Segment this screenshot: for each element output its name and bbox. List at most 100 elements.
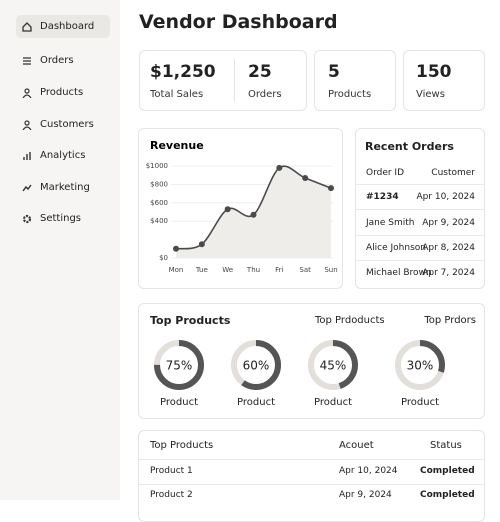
donut-label: 75% [166, 359, 193, 373]
nav-label: Orders [40, 55, 74, 66]
cell: Apr 7, 2024 [422, 268, 475, 278]
point [250, 211, 257, 218]
cell: #1234 [366, 192, 399, 202]
product-label: Product [314, 397, 352, 408]
donut-arc [308, 340, 358, 390]
area [176, 166, 331, 258]
stat-card: $1,250 Total Sales 25 Orders [139, 50, 307, 111]
x-tick-label: Fri [275, 266, 283, 274]
card-title: Top Products [150, 314, 231, 327]
donut-label: 60% [243, 359, 270, 373]
x-tick-label: Thu [246, 266, 260, 274]
revenue-card: Revenue $0 $400 $600 $800 $1000 Mon Tue We Thu Fr… [138, 128, 343, 289]
x-tick-label: Sat [299, 266, 311, 274]
icon [22, 184, 32, 191]
point [302, 174, 309, 181]
icon [23, 151, 31, 160]
column-header: Top Products [150, 440, 214, 451]
nav-label: Dashboard [40, 21, 95, 32]
donut-arc [395, 340, 445, 390]
cell: Apr 10, 2024 [416, 192, 475, 202]
icon [22, 214, 32, 223]
y-tick-label: $800 [150, 180, 168, 188]
stat-card: 150 Views [403, 50, 485, 111]
cell: Completed [420, 490, 475, 500]
column-header: Order ID [366, 168, 405, 178]
nav-label: Settings [40, 213, 82, 224]
nav-item[interactable]: Products [16, 81, 110, 104]
row-separator [356, 235, 484, 236]
donut-group: 75% Product 60% Product 45% Product 30% Product [154, 340, 445, 408]
x-tick-label: We [222, 266, 233, 274]
y-tick-label: $1000 [146, 162, 168, 170]
cell: Apr 8, 2024 [422, 243, 475, 253]
products-table: Top Products Acouet Status Product 1 Apr… [138, 430, 485, 522]
divider [234, 59, 235, 102]
cell: Product 1 [150, 466, 193, 476]
column-header: Top Prdoducts [315, 315, 385, 326]
donut-arc [154, 340, 204, 390]
nav-item[interactable]: Customers [16, 113, 110, 136]
nav-item[interactable]: Orders [16, 49, 110, 72]
nav-label: Products [40, 87, 84, 98]
x-tick-label: Tue [195, 266, 208, 274]
stat-card: 5 Products [314, 50, 396, 111]
cell: Apr 9, 2024 [339, 490, 392, 500]
cell: Apr 9, 2024 [422, 218, 475, 228]
x-tick-label: Mon [169, 266, 184, 274]
recent-orders-card: Recent Orders Order ID Customer #1234 Ap… [355, 128, 485, 289]
row-separator [356, 184, 484, 185]
donut-label: 45% [320, 359, 347, 373]
stat-value: 5 [328, 62, 340, 82]
point [224, 206, 231, 213]
page-title: Vendor Dashboard [139, 11, 338, 33]
stat-value: 150 [416, 62, 452, 82]
cell: Apr 10, 2024 [339, 466, 398, 476]
cell: Alice Johnson [366, 243, 426, 253]
nav-item[interactable]: Marketing [16, 176, 110, 199]
x-tick-label: Sun [324, 266, 337, 274]
row-separator [356, 209, 484, 210]
y-tick-label: $0 [159, 254, 168, 262]
icon [22, 119, 32, 130]
stat-value: 25 [248, 62, 272, 82]
cell: Jane Smith [366, 218, 415, 228]
column-header: Status [430, 440, 462, 451]
point [328, 185, 334, 192]
nav-item[interactable]: Settings [16, 207, 110, 230]
stat-label: Total Sales [150, 89, 204, 100]
page: Dashboard Orders Products Customers Anal… [0, 0, 485, 522]
icon [23, 56, 31, 65]
card-title: Recent Orders [365, 140, 454, 153]
chart-title: Revenue [150, 139, 204, 152]
cell: Michael Brown [366, 268, 432, 278]
y-tick-label: $400 [150, 217, 168, 225]
row-separator [356, 260, 484, 261]
stat-label: Views [416, 89, 445, 100]
nav-item[interactable]: Analytics [16, 144, 110, 167]
point [198, 241, 205, 248]
nav-label: Marketing [40, 182, 90, 193]
column-header: Customer [431, 168, 475, 178]
stat-label: Products [328, 89, 372, 100]
nav-item[interactable]: Dashboard [16, 15, 110, 38]
product-label: Product [160, 397, 198, 408]
y-tick-label: $600 [150, 199, 168, 207]
row-separator [139, 484, 484, 485]
point [173, 245, 179, 252]
row-separator [139, 459, 484, 460]
revenue-chart: Revenue $0 $400 $600 $800 $1000 Mon Tue We Thu Fr… [146, 139, 338, 274]
icon [22, 21, 32, 32]
stat-value: $1,250 [150, 62, 216, 82]
stat-label: Orders [248, 89, 282, 100]
product-label: Product [401, 397, 439, 408]
sidebar: Dashboard Orders Products Customers Anal… [0, 0, 120, 500]
cell: Completed [420, 466, 475, 476]
column-header: Acouet [339, 440, 374, 451]
point [276, 164, 283, 171]
donut-arc [231, 340, 281, 390]
donut-label: 30% [407, 359, 434, 373]
icon [22, 87, 32, 98]
top-products-card: Top Products Top Prdoducts Top Prdors 75… [138, 303, 485, 419]
nav-label: Customers [40, 119, 94, 130]
